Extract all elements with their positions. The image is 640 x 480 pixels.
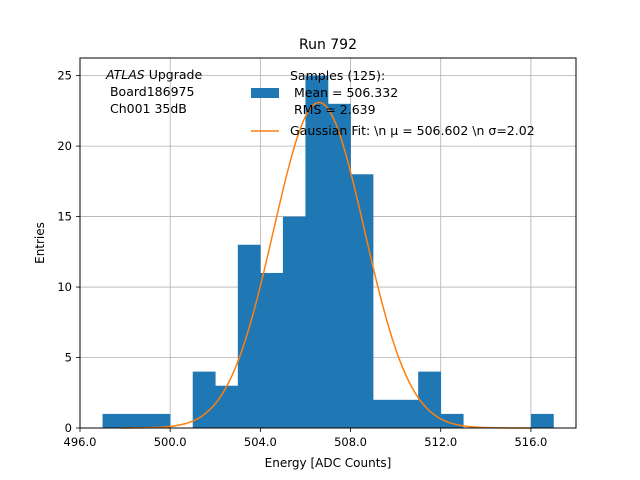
y-ticks: 0 5 10 15 20 25 [57,69,80,435]
y-tick-label-1: 5 [65,351,72,365]
histogram-bar-11 [350,174,374,428]
x-tick-label-2: 504.0 [244,435,277,449]
annotation-upgrade: Upgrade [145,67,203,82]
chart-title: Run 792 [299,37,357,53]
x-tick-label-0: 496.0 [64,435,97,449]
legend-hist-line2: Mean = 506.332 [290,85,398,100]
y-axis-label: Entries [33,222,47,264]
histogram-bar-14 [418,371,442,428]
x-ticks: 496.0 500.0 504.0 508.0 512.0 516.0 [64,428,547,449]
legend-hist-swatch [251,88,279,98]
y-tick-label-5: 25 [57,69,72,83]
x-tick-label-4: 512.0 [424,435,457,449]
annotation-board: Board186975 [106,84,194,99]
histogram-bar-4 [192,371,216,428]
legend-hist-line1: Samples (125): [290,68,385,83]
histogram-bar-12 [373,399,396,428]
histogram-bars [102,75,554,429]
histogram-bar-9 [305,75,329,428]
histogram-bar-2 [147,413,171,428]
atlas-annotation: ATLAS Upgrade Board186975 Ch001 35dB [105,67,202,116]
histogram-bar-0 [102,413,126,428]
annotation-atlas: ATLAS [105,67,145,82]
histogram-bar-7 [260,272,284,428]
y-tick-label-3: 15 [57,210,72,224]
annotation-channel: Ch001 35dB [106,101,187,116]
histogram-bar-19 [530,413,554,428]
x-tick-label-3: 508.0 [334,435,367,449]
histogram-bar-6 [237,244,261,428]
histogram-bar-10 [328,103,351,429]
x-tick-label-1: 500.0 [154,435,187,449]
gaussian-fit-curve [120,101,531,429]
x-tick-label-5: 516.0 [514,435,547,449]
histogram-bar-1 [125,413,148,428]
gaussian-fit-layer [120,101,531,429]
histogram-bar-5 [215,385,239,428]
svg-text:ATLAS Upgrade: ATLAS Upgrade [105,67,202,82]
legend-hist-line3: RMS = 2.639 [290,102,376,117]
y-tick-label-2: 10 [57,280,72,294]
y-tick-label-0: 0 [65,421,72,435]
legend: Samples (125): Mean = 506.332 RMS = 2.63… [251,68,535,138]
histogram-bar-8 [282,216,306,428]
y-tick-label-4: 20 [57,139,72,153]
legend-fit-label: Gaussian Fit: \n μ = 506.602 \n σ=2.02 [290,123,535,138]
axes-frame [79,57,577,429]
x-axis-label: Energy [ADC Counts] [265,456,392,470]
histogram-bar-13 [395,399,419,428]
